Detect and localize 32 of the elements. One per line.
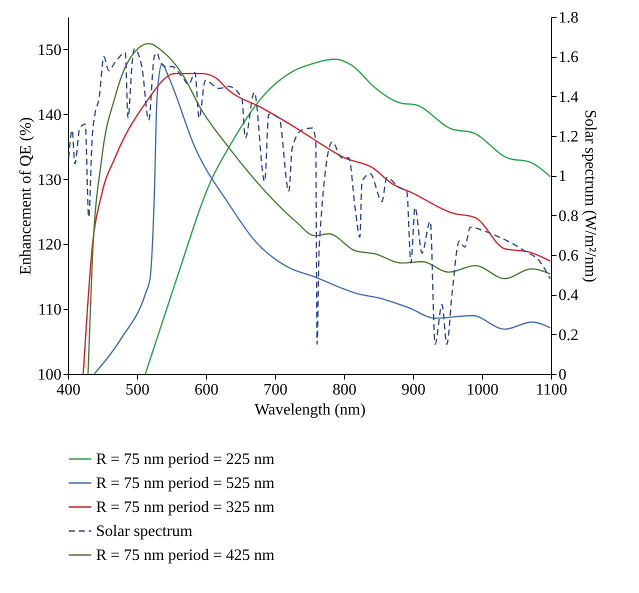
y2-tick-label: 0.4 — [558, 287, 578, 304]
y-tick-label: 120 — [38, 236, 62, 254]
y-axis-title: Enhancement of QE (%) — [18, 117, 34, 275]
x-tick-label: 1000 — [466, 382, 498, 398]
y2-axis-title: Solar spectrum (W/m²/nm) — [582, 110, 598, 282]
y2-tick-label: 1.8 — [558, 10, 578, 26]
legend-label: R = 75 nm period = 225 nm — [96, 451, 276, 468]
x-tick-label: 800 — [332, 382, 356, 398]
y2-tick-label: 1 — [558, 168, 566, 186]
y-tick-label: 100 — [38, 366, 62, 384]
y-tick-label: 150 — [38, 42, 62, 59]
legend-label: R = 75 nm period = 425 nm — [96, 547, 276, 564]
y2-tick-label: 0 — [558, 366, 566, 384]
legend-label: Solar spectrum — [96, 523, 193, 540]
x-tick-label: 900 — [402, 382, 426, 398]
x-tick-label: 1100 — [536, 382, 568, 398]
legend-label: R = 75 nm period = 525 nm — [96, 475, 276, 492]
y2-tick-label: 1.4 — [558, 88, 578, 106]
y2-tick-label: 0.2 — [558, 326, 578, 344]
legend-label: R = 75 nm period = 325 nm — [96, 499, 276, 516]
y-tick-label: 140 — [38, 106, 62, 124]
y2-tick-label: 1.2 — [558, 128, 578, 146]
x-axis-title: Wavelength (nm) — [254, 402, 366, 418]
x-tick-label: 500 — [126, 382, 150, 398]
y-tick-label: 130 — [38, 172, 62, 189]
y2-tick-label: 0.6 — [558, 248, 578, 264]
x-tick-label: 400 — [56, 382, 80, 398]
x-tick-label: 700 — [264, 382, 288, 398]
y-tick-label: 110 — [38, 302, 62, 319]
x-tick-label: 600 — [194, 382, 218, 398]
y2-tick-label: 1.6 — [558, 49, 578, 66]
y2-tick-label: 0.8 — [558, 208, 578, 225]
